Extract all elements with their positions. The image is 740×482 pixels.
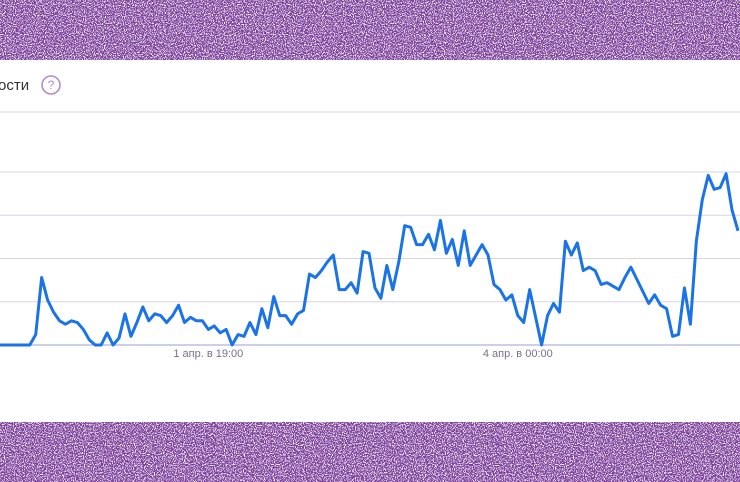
- x-tick-label: 4 апр. в 00:00: [483, 348, 553, 360]
- card: [0, 60, 740, 422]
- chart-title: ости: [0, 77, 29, 94]
- trend-line: [0, 172, 740, 347]
- x-tick-label: 1 апр. в 19:00: [173, 348, 243, 360]
- svg-text:?: ?: [48, 78, 55, 92]
- help-icon[interactable]: ?: [41, 75, 61, 95]
